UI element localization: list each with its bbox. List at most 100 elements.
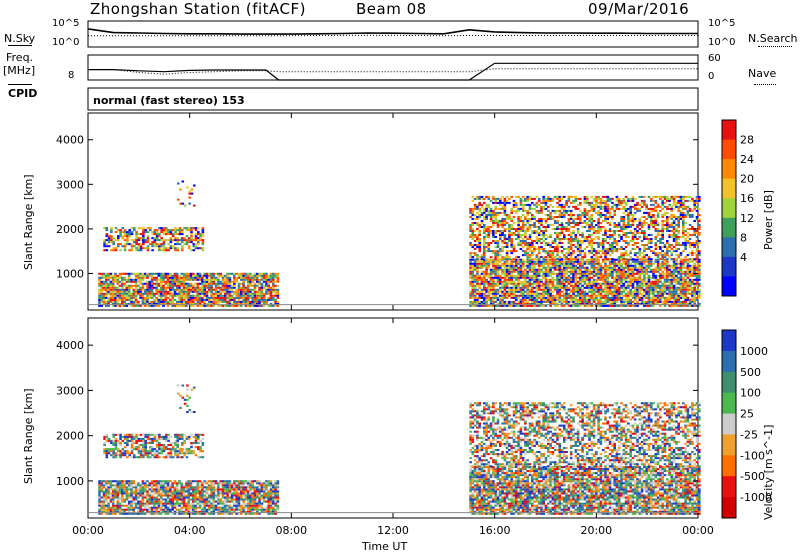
power-cell — [105, 229, 109, 232]
power-cell — [155, 276, 158, 279]
power-cell — [492, 195, 495, 198]
power-cell — [508, 230, 511, 233]
power-cell — [469, 216, 472, 219]
power-cell — [123, 247, 127, 250]
power-cell — [505, 274, 509, 277]
power-cell — [643, 222, 646, 225]
power-cell — [595, 250, 598, 253]
power-cell — [629, 207, 632, 210]
power-cell — [622, 258, 626, 261]
power-cell — [196, 286, 200, 289]
power-cell — [572, 298, 575, 301]
power-cell — [176, 237, 179, 240]
power-cell — [590, 226, 594, 229]
power-cell — [190, 241, 193, 244]
power-cell — [540, 201, 543, 204]
power-cell — [695, 278, 699, 281]
power-cell — [249, 296, 252, 299]
power-cell — [153, 239, 157, 242]
power-cell — [274, 298, 277, 301]
power-cell — [519, 236, 523, 239]
power-cell — [672, 284, 676, 287]
power-cell — [615, 270, 619, 273]
power-cell — [588, 226, 591, 229]
power-cell — [569, 242, 573, 245]
power-cell — [517, 282, 520, 285]
power-cell — [526, 296, 529, 299]
power-cell — [510, 270, 513, 273]
power-cell — [622, 216, 626, 219]
power-cell — [167, 243, 170, 246]
power-cell — [503, 280, 507, 283]
power-cell — [645, 205, 648, 208]
power-cell — [155, 229, 159, 232]
power-cell — [604, 201, 607, 204]
power-cell — [576, 304, 580, 307]
power-cell — [659, 292, 662, 295]
power-cell — [473, 292, 477, 295]
power-cell — [553, 304, 557, 307]
power-cell — [487, 211, 491, 214]
power-cell — [553, 284, 557, 287]
power-cell — [510, 292, 513, 295]
power-cell — [146, 227, 150, 230]
power-cell — [100, 298, 104, 301]
power-cell — [127, 296, 131, 299]
power-cell — [251, 294, 254, 297]
power-cell — [597, 252, 600, 255]
power-cell — [595, 284, 598, 287]
power-cell — [537, 240, 541, 243]
power-cell — [135, 247, 138, 250]
power-cell — [588, 300, 591, 303]
power-cell — [592, 209, 596, 212]
power-cell — [533, 250, 536, 253]
power-cell — [579, 242, 582, 245]
power-cell — [146, 292, 149, 295]
power-cell — [537, 272, 541, 275]
power-cell — [508, 294, 511, 297]
power-cell — [151, 233, 154, 236]
power-cell — [677, 292, 680, 295]
power-cell — [505, 222, 509, 225]
power-cell — [608, 292, 612, 295]
power-cell — [274, 304, 277, 307]
power-cell — [143, 282, 147, 285]
power-cell — [480, 262, 484, 265]
power-cell — [647, 246, 651, 249]
power-cell — [110, 229, 113, 232]
power-cell — [643, 262, 646, 265]
power-cell — [558, 278, 562, 281]
power-cell — [528, 218, 532, 221]
power-cell — [640, 258, 644, 261]
power-cell — [569, 262, 573, 265]
power-cell — [563, 272, 566, 275]
power-cell — [663, 288, 667, 291]
power-cell — [572, 268, 575, 271]
power-cell — [139, 237, 143, 240]
power-cell — [192, 274, 195, 277]
power-cell — [583, 254, 587, 257]
power-cell — [515, 296, 518, 299]
power-cell — [688, 300, 692, 303]
power-cell — [217, 280, 220, 283]
power-cell — [656, 258, 660, 261]
power-cell — [597, 268, 600, 271]
power-cell — [469, 292, 472, 295]
power-cell — [567, 254, 571, 257]
power-cell — [164, 296, 168, 299]
power-cell — [693, 284, 696, 287]
power-cell — [269, 302, 273, 305]
power-cell — [503, 296, 507, 299]
power-cell — [485, 209, 488, 212]
power-cell — [118, 302, 122, 305]
power-cell — [537, 226, 541, 229]
power-cell — [253, 294, 257, 297]
power-cell — [480, 282, 484, 285]
power-cell — [590, 282, 594, 285]
power-cell — [100, 304, 104, 307]
power-cell — [116, 292, 120, 295]
power-cell — [597, 294, 600, 297]
power-cell — [567, 302, 571, 305]
power-cell — [556, 266, 559, 269]
power-cell — [652, 300, 655, 303]
